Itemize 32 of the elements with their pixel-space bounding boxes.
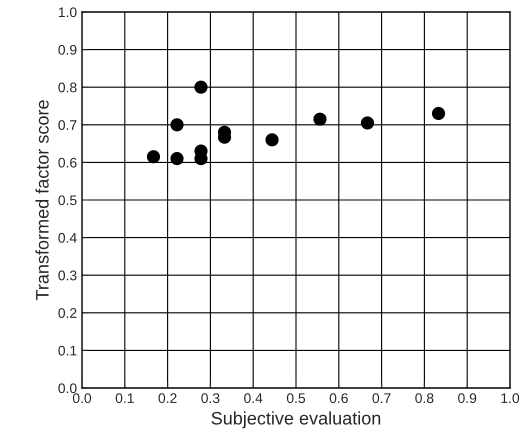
x-tick-label: 0.3 bbox=[201, 393, 220, 404]
x-axis-title: Subjective evaluation bbox=[212, 411, 380, 428]
point bbox=[360, 116, 374, 130]
x-tick-label: 0.9 bbox=[458, 393, 476, 404]
y-tick-label: 0.9 bbox=[58, 44, 76, 55]
x-tick-label: 0.8 bbox=[415, 393, 434, 404]
x-tick-label: 1.0 bbox=[501, 393, 520, 404]
y-tick-label: 0.0 bbox=[58, 383, 77, 394]
point bbox=[146, 150, 160, 164]
y-tick-label: 0.1 bbox=[58, 346, 76, 356]
x-tick-label: 0.2 bbox=[158, 393, 177, 404]
x-tick-label: 0.7 bbox=[372, 393, 391, 404]
y-tick-label: 0.7 bbox=[58, 120, 76, 130]
y-tick-label: 0.8 bbox=[58, 82, 77, 92]
x-tick-label: 0.5 bbox=[286, 393, 306, 404]
y-tick-label: 0.6 bbox=[58, 158, 77, 168]
point bbox=[194, 80, 208, 94]
x-tick-label: 0.1 bbox=[116, 393, 134, 404]
y-tick-label: 1.0 bbox=[58, 7, 77, 18]
x-tick-label: 0.0 bbox=[72, 393, 92, 404]
y-tick-label: 0.2 bbox=[58, 308, 76, 318]
point bbox=[313, 112, 327, 126]
y-tick-label: 0.3 bbox=[58, 270, 77, 280]
x-tick-label: 0.6 bbox=[330, 393, 348, 404]
point bbox=[170, 118, 184, 132]
point bbox=[432, 106, 446, 120]
y-tick-label: 0.5 bbox=[58, 195, 77, 206]
point bbox=[265, 133, 279, 146]
y-axis-title: Transformed factor score bbox=[35, 100, 49, 300]
y-tick-label: 0.4 bbox=[58, 232, 77, 243]
x-tick-label: 0.4 bbox=[244, 393, 262, 404]
point bbox=[170, 152, 184, 166]
